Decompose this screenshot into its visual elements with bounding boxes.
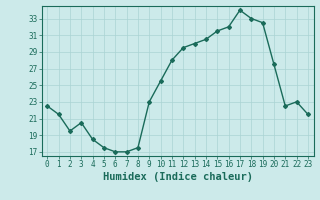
X-axis label: Humidex (Indice chaleur): Humidex (Indice chaleur) xyxy=(103,172,252,182)
